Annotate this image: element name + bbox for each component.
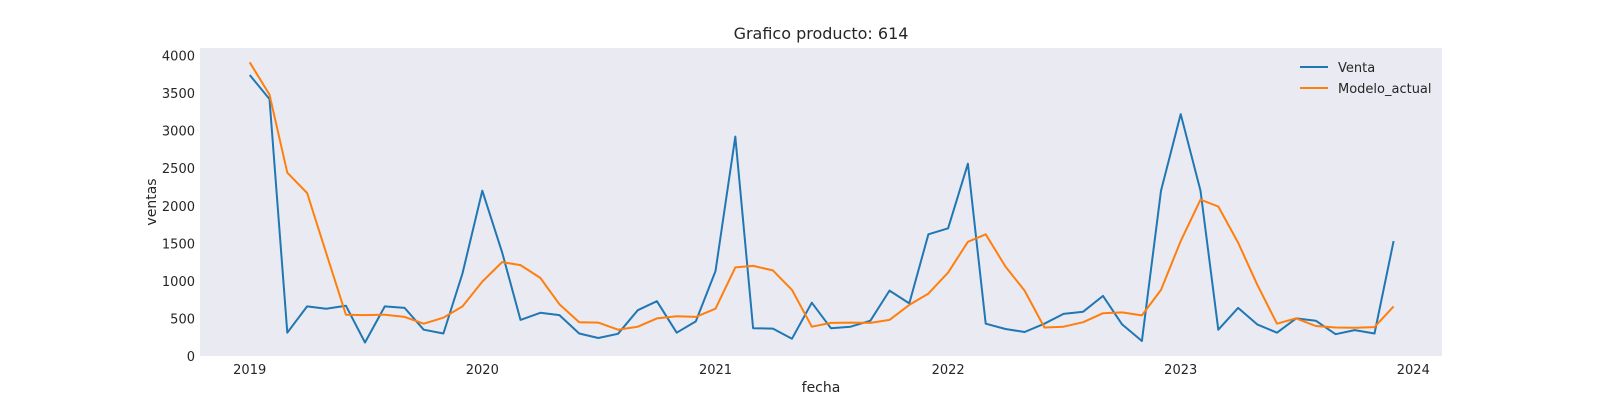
y-tick-label: 3500 <box>162 87 195 102</box>
x-tick-label: 2021 <box>699 363 732 378</box>
y-axis-label: ventas <box>144 178 160 225</box>
x-tick-label: 2023 <box>1164 363 1197 378</box>
y-tick-label: 2000 <box>162 200 195 215</box>
x-tick-label: 2022 <box>932 363 965 378</box>
legend-label: Venta <box>1338 61 1375 76</box>
x-tick-label: 2024 <box>1397 363 1430 378</box>
y-tick-label: 3000 <box>162 125 195 140</box>
x-tick-label: 2019 <box>233 363 266 378</box>
y-tick-label: 1500 <box>162 237 195 252</box>
x-axis: 2019 2020 2021 2022 2023 2024 <box>233 363 1430 378</box>
y-tick-label: 4000 <box>162 50 195 65</box>
series-layer <box>248 61 1395 344</box>
x-tick-label: 2020 <box>466 363 499 378</box>
x-axis-label: fecha <box>802 380 841 396</box>
series-line-venta <box>248 74 1395 344</box>
y-axis: 0 500 1000 1500 2000 2500 3000 3500 4000 <box>162 50 195 365</box>
y-tick-label: 2500 <box>162 162 195 177</box>
chart-title: Grafico producto: 614 <box>734 24 909 43</box>
series-line-modelo-actual <box>248 61 1395 331</box>
y-tick-label: 500 <box>170 312 195 327</box>
legend: Venta Modelo_actual <box>1300 61 1432 97</box>
y-tick-label: 0 <box>187 350 195 365</box>
plot-area <box>200 48 1442 356</box>
legend-label: Modelo_actual <box>1338 82 1432 97</box>
y-tick-label: 1000 <box>162 275 195 290</box>
